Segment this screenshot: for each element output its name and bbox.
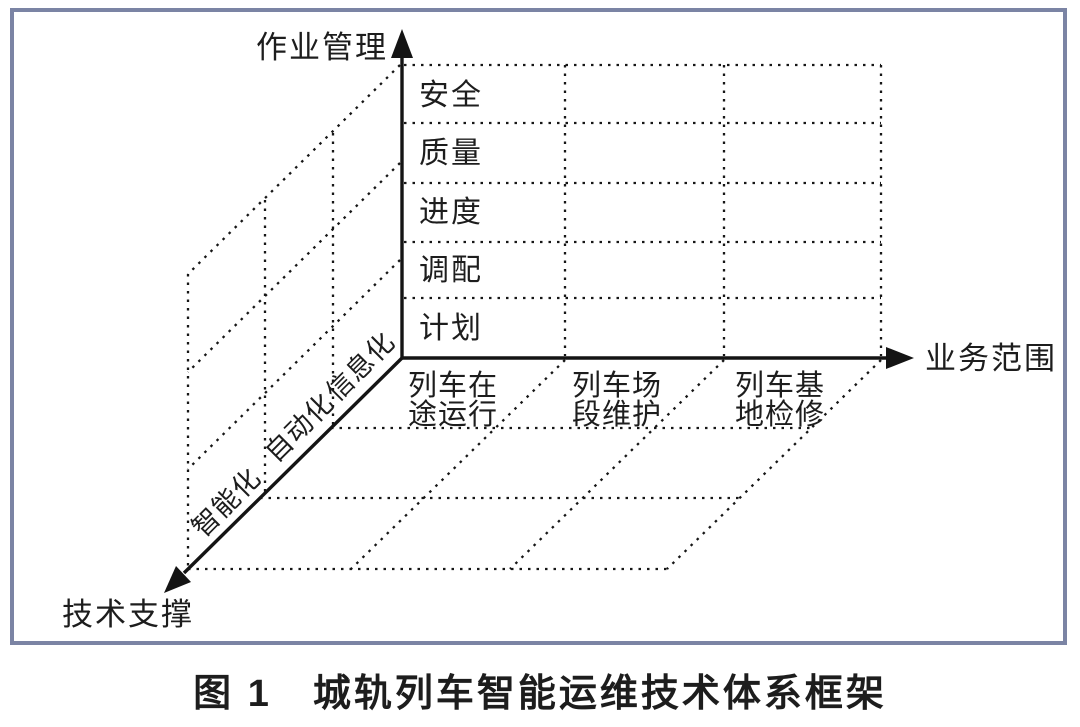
down-left-arrowhead-icon [164,566,191,593]
wall-diagonal [187,259,401,470]
framework-diagram: 作业管理 业务范围 技术支撑 安全 质量 进度 调配 计划 列车在 途运行 列车… [10,8,1067,645]
axes [164,29,914,593]
column-label-base-line2: 地检修 [735,398,825,431]
column-label-enroute-line2: 途运行 [408,398,498,431]
front-grid [404,63,883,356]
column-labels: 列车在 途运行 列车场 段维护 列车基 地检修 [408,369,825,431]
row-label-safety: 安全 [419,79,483,112]
depth-axis-title: 技术支撑 [62,597,194,632]
wall-diagonal-top [187,64,401,275]
row-label-plan: 计划 [419,312,483,345]
column-label-enroute-line1: 列车在 [408,369,498,402]
figure-caption: 图 1 城轨列车智能运维技术体系框架 [193,673,887,715]
tech-level-labels: 智能化 自动化 信息化 [186,326,401,543]
column-label-depot-line2: 段维护 [572,398,662,431]
right-arrowhead-icon [886,347,914,369]
row-label-progress: 进度 [419,196,483,229]
vertical-axis-title: 作业管理 [256,30,388,65]
figure-frame [10,8,1067,645]
column-label-depot-line1: 列车场 [572,369,662,402]
floor-grid [188,359,882,571]
horizontal-axis-title: 业务范围 [925,341,1057,376]
up-arrowhead-icon [391,29,413,58]
wall-diagonal [187,162,401,373]
row-label-quality: 质量 [419,137,483,170]
column-label-base-line1: 列车基 [735,369,825,402]
depth-axis-line [182,356,404,575]
row-label-dispatch: 调配 [419,254,483,287]
tech-label-automated: 自动化 [259,387,340,468]
row-labels: 安全 质量 进度 调配 计划 [419,79,483,345]
side-wall-grid [186,64,401,569]
